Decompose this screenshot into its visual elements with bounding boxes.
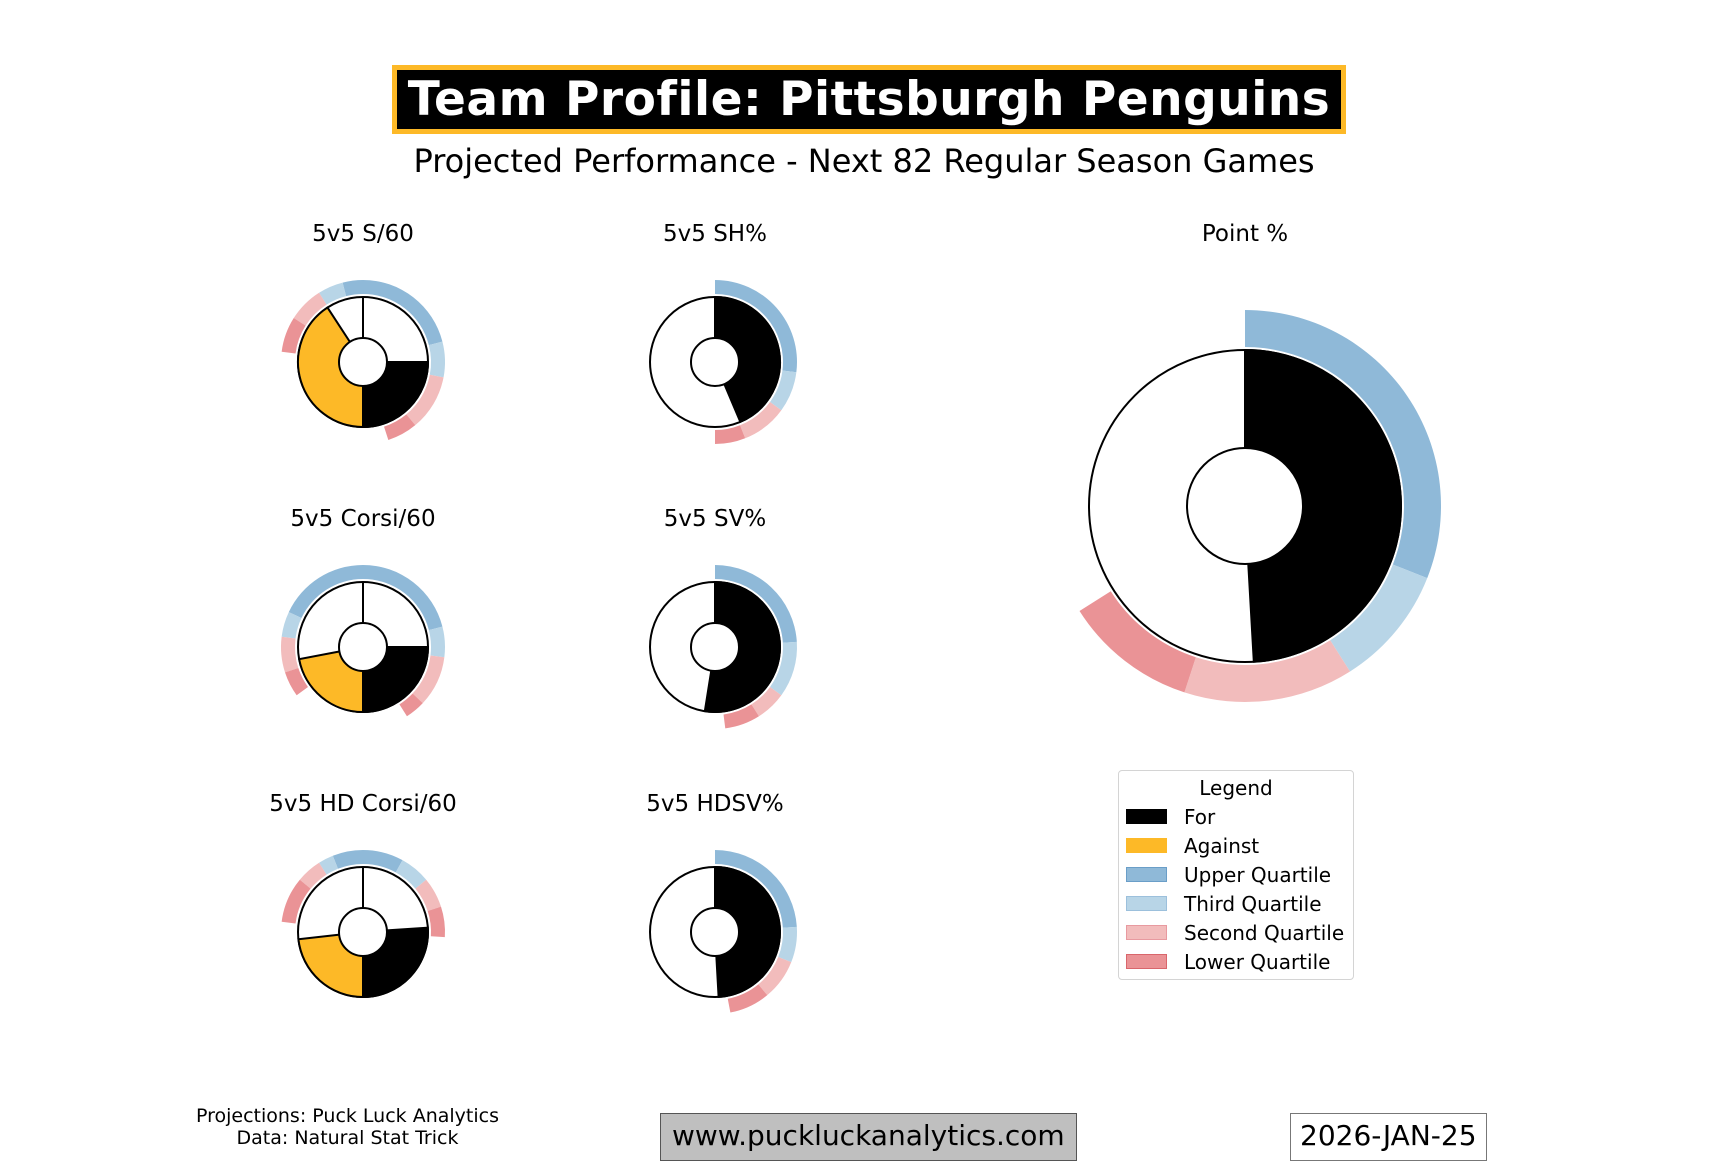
credits: Projections: Puck Luck Analytics Data: N… (150, 1105, 545, 1149)
legend-swatch-second-quartile (1126, 925, 1167, 940)
rank-band-5v5-s-60-against-upper (343, 280, 363, 296)
rank-band-5v5-corsi-60-against-second (281, 637, 298, 673)
legend-label-for: For (1184, 805, 1215, 829)
legend-item-against: Against (1119, 831, 1353, 860)
pie-hole-5v5-hd-corsi-60 (339, 908, 387, 956)
credits-data-source: Data: Natural Stat Trick (150, 1127, 545, 1149)
legend-label-against: Against (1184, 834, 1259, 858)
legend-swatch-for (1126, 809, 1167, 824)
legend-item-upper-quartile: Upper Quartile (1119, 860, 1353, 889)
rank-band-5v5-sh-for-lower (715, 425, 745, 444)
pie-hole-point (1187, 448, 1303, 564)
pie-hole-5v5-sh (691, 338, 739, 386)
legend-item-second-quartile: Second Quartile (1119, 918, 1353, 947)
rank-band-5v5-corsi-60-for-third (429, 627, 445, 658)
chart-title-point: Point % (1202, 221, 1288, 247)
legend-item-lower-quartile: Lower Quartile (1119, 947, 1353, 976)
legend: Legend For Against Upper Quartile Third … (1118, 770, 1354, 980)
website-link[interactable]: www.puckluckanalytics.com (660, 1113, 1077, 1161)
pie-hole-5v5-hdsv (691, 908, 739, 956)
chart-title-5v5-hdsv: 5v5 HDSV% (646, 791, 783, 817)
legend-swatch-against (1126, 838, 1167, 853)
legend-item-third-quartile: Third Quartile (1119, 889, 1353, 918)
date-badge: 2026-JAN-25 (1290, 1113, 1487, 1161)
legend-label-upper-quartile: Upper Quartile (1184, 863, 1331, 887)
rank-band-5v5-hdsv-for-third (778, 927, 797, 962)
chart-title-5v5-corsi-60: 5v5 Corsi/60 (290, 506, 435, 532)
legend-swatch-upper-quartile (1126, 867, 1167, 882)
chart-title-5v5-s-60: 5v5 S/60 (312, 221, 414, 247)
legend-title: Legend (1119, 776, 1353, 802)
rank-band-5v5-hd-corsi-60-against-upper (333, 850, 363, 869)
credits-projections: Projections: Puck Luck Analytics (150, 1105, 545, 1127)
legend-label-lower-quartile: Lower Quartile (1184, 950, 1330, 974)
chart-title-5v5-sh: 5v5 SH% (663, 221, 767, 247)
pie-hole-5v5-corsi-60 (339, 623, 387, 671)
rank-band-5v5-hd-corsi-60-for-lower (428, 907, 445, 937)
legend-swatch-third-quartile (1126, 896, 1167, 911)
legend-swatch-lower-quartile (1126, 954, 1167, 969)
rank-band-5v5-s-60-for-third (429, 342, 445, 378)
chart-title-5v5-hd-corsi-60: 5v5 HD Corsi/60 (269, 791, 456, 817)
chart-title-5v5-sv: 5v5 SV% (664, 506, 766, 532)
pie-hole-5v5-sv (691, 623, 739, 671)
legend-label-third-quartile: Third Quartile (1184, 892, 1322, 916)
legend-item-for: For (1119, 802, 1353, 831)
legend-label-second-quartile: Second Quartile (1184, 921, 1344, 945)
charts-canvas: 5v5 S/60 5v5 SH% 5v5 Corsi/60 5v5 SV% 5v5 HD… (0, 0, 1728, 1100)
pie-hole-5v5-s-60 (339, 338, 387, 386)
